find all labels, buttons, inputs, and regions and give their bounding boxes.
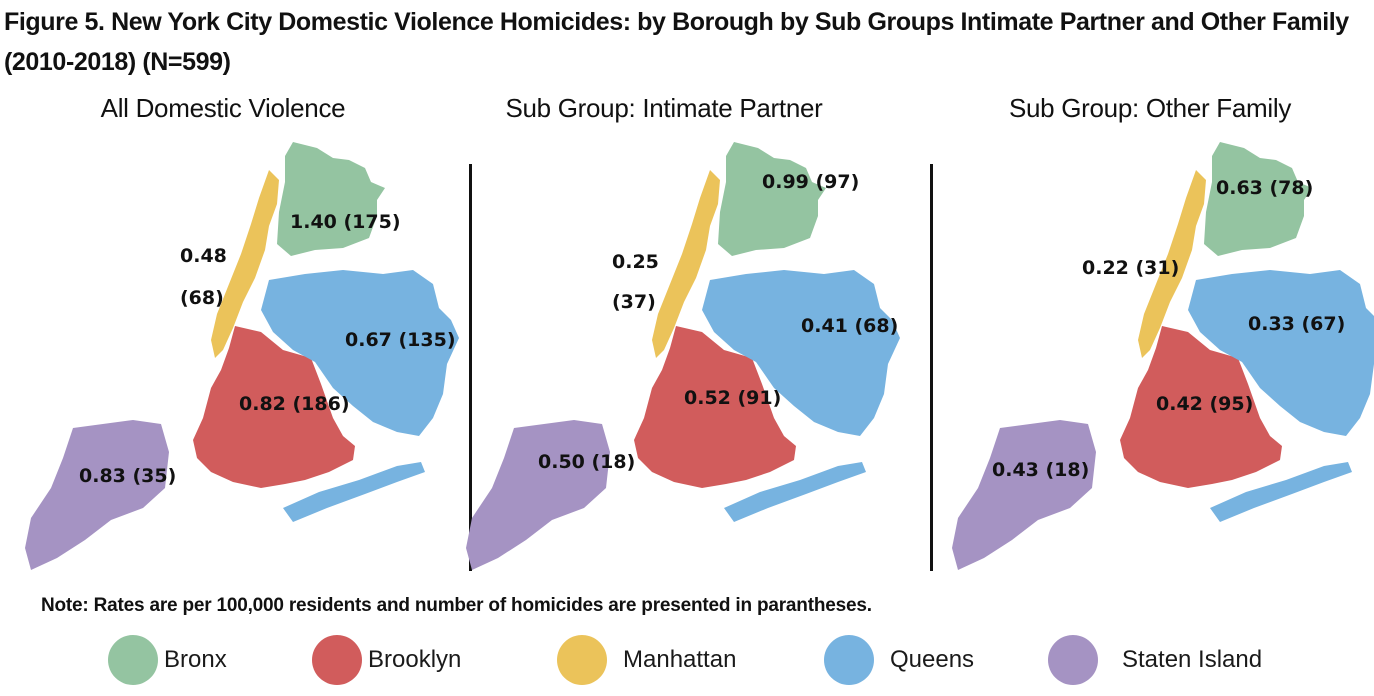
map-labels: 1.40 (175) 0.82 (186) 0.48 (68) 0.67 (13… <box>79 211 456 487</box>
legend: Bronx Brooklyn Manhattan Queens Staten I… <box>0 632 1374 688</box>
legend-label: Brooklyn <box>368 646 462 673</box>
label-brooklyn: 0.52 (91) <box>684 387 781 409</box>
map-panel-all-domestic-violence: All Domestic Violence 1.40 (175) 0.82 (1… <box>0 88 459 588</box>
panel-title: All Domestic Violence <box>100 93 346 123</box>
label-bronx: 0.63 (78) <box>1216 177 1313 199</box>
legend-label: Bronx <box>164 646 227 673</box>
figure-title: Figure 5. New York City Domestic Violenc… <box>4 8 1349 76</box>
legend-swatch <box>312 635 362 685</box>
legend-label: Queens <box>890 646 975 673</box>
borough-staten-island <box>952 420 1096 570</box>
panel-title: Sub Group: Intimate Partner <box>505 93 823 123</box>
legend-label: Staten Island <box>1122 646 1263 673</box>
borough-manhattan <box>652 170 720 358</box>
borough-brooklyn <box>634 326 796 488</box>
label-staten-island: 0.83 (35) <box>79 465 176 487</box>
borough-bronx <box>277 142 385 256</box>
label-queens: 0.33 (67) <box>1248 313 1345 335</box>
label-manhattan: 0.22 (31) <box>1082 257 1179 279</box>
legend-swatch <box>557 635 607 685</box>
borough-brooklyn <box>1120 326 1282 488</box>
borough-map: 0.99 (97) 0.52 (91) 0.25 (37) 0.41 (68) … <box>466 142 900 570</box>
label-manhattan: 0.48 <box>180 245 227 267</box>
borough-queens <box>1188 270 1374 522</box>
label-brooklyn: 0.82 (186) <box>239 393 350 415</box>
panel-divider-left <box>469 164 472 571</box>
label-bronx: 1.40 (175) <box>290 211 401 233</box>
legend-swatch <box>824 635 874 685</box>
label-staten-island: 0.50 (18) <box>538 451 635 473</box>
borough-manhattan <box>211 170 279 358</box>
borough-queens <box>702 270 900 522</box>
map-labels: 0.63 (78) 0.42 (95) 0.22 (31) 0.33 (67) … <box>992 177 1345 481</box>
borough-map: 0.63 (78) 0.42 (95) 0.22 (31) 0.33 (67) … <box>952 142 1374 570</box>
borough-queens <box>261 270 459 522</box>
map-panel-other-family: Sub Group: Other Family 0.63 (78) 0.42 (… <box>920 88 1374 588</box>
label-manhattan: 0.25 <box>612 251 659 273</box>
borough-manhattan <box>1138 170 1206 358</box>
footnote: Note: Rates are per 100,000 residents an… <box>41 595 872 616</box>
label-bronx: 0.99 (97) <box>762 171 859 193</box>
label-manhattan-count: (68) <box>180 287 224 309</box>
borough-bronx <box>718 142 826 256</box>
label-queens: 0.67 (135) <box>345 329 456 351</box>
label-manhattan-count: (37) <box>612 291 656 313</box>
label-queens: 0.41 (68) <box>801 315 898 337</box>
borough-brooklyn <box>193 326 355 488</box>
map-labels: 0.99 (97) 0.52 (91) 0.25 (37) 0.41 (68) … <box>538 171 898 473</box>
borough-map: 1.40 (175) 0.82 (186) 0.48 (68) 0.67 (13… <box>25 142 459 570</box>
map-panel-intimate-partner: Sub Group: Intimate Partner 0.99 (97) 0.… <box>434 88 900 588</box>
borough-staten-island <box>25 420 169 570</box>
label-staten-island: 0.43 (18) <box>992 459 1089 481</box>
borough-bronx <box>1204 142 1312 256</box>
legend-label: Manhattan <box>623 646 737 673</box>
borough-staten-island <box>466 420 610 570</box>
legend-swatch <box>108 635 158 685</box>
legend-swatch <box>1048 635 1098 685</box>
panel-divider-right <box>930 164 933 571</box>
label-brooklyn: 0.42 (95) <box>1156 393 1253 415</box>
panel-title: Sub Group: Other Family <box>1008 93 1292 123</box>
